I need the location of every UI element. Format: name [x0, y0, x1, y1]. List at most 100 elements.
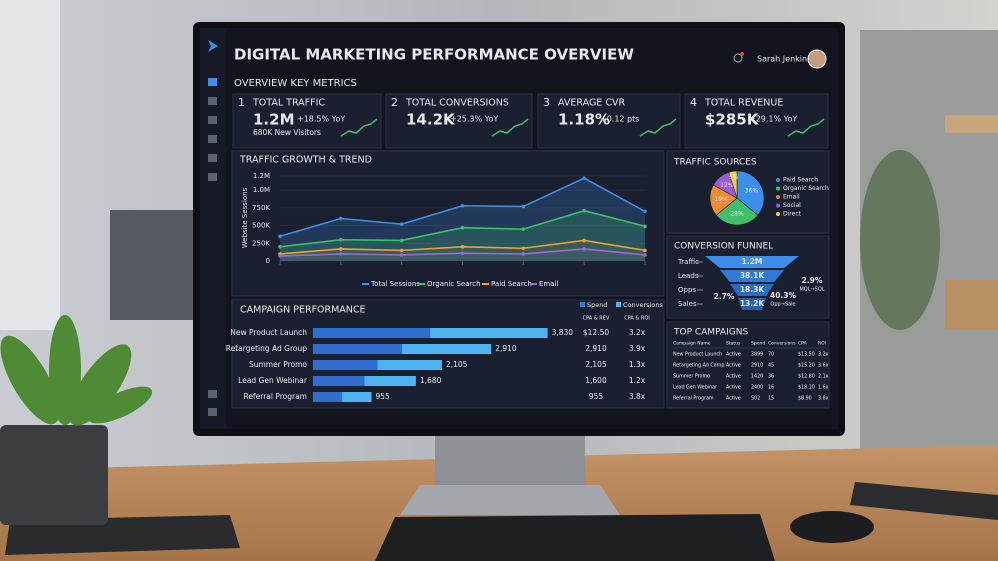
panel-title: TOP CAMPAIGNS	[673, 328, 748, 338]
point	[521, 204, 526, 209]
point	[643, 209, 647, 214]
funnel-rate: 2.7%	[714, 292, 735, 301]
funnel-label: Sales	[678, 300, 697, 308]
slice-label: 12%	[720, 182, 734, 189]
dashboard-title: DIGITAL MARKETING PERFORMANCE OVERVIEW	[234, 46, 634, 64]
nav-reports[interactable]	[208, 116, 217, 124]
nav-analytics[interactable]	[208, 97, 217, 105]
kpi-index: 1	[238, 96, 245, 109]
funnel-value: 13.2K	[740, 299, 766, 308]
kpi-label: TOTAL TRAFFIC	[252, 98, 325, 109]
pie-slice	[728, 170, 738, 199]
slice-label: 28%	[730, 211, 744, 218]
column-header: CPA & ROI	[624, 316, 650, 322]
y-tick-label: 1.2M	[253, 172, 270, 180]
table-cell: 502	[751, 396, 760, 402]
kpi-label: TOTAL REVENUE	[704, 98, 783, 109]
notebook	[850, 482, 998, 520]
y-tick-label: 500K	[252, 222, 270, 230]
funnel-stage	[705, 256, 799, 268]
plant-blur	[860, 150, 940, 330]
section-title: OVERVIEW KEY METRICS	[234, 78, 357, 89]
kpi-value: $285K	[705, 111, 760, 129]
table-header: Conversions	[768, 341, 796, 347]
funnel-rate-label: Opp→Sale	[770, 302, 795, 308]
nav-settings[interactable]	[208, 173, 217, 181]
point	[339, 216, 343, 221]
point	[278, 254, 282, 258]
keyboard	[375, 514, 775, 561]
table-cell: $13.50	[798, 352, 815, 358]
bar-label: 2,105	[446, 360, 468, 369]
legend-label: Conversions	[623, 301, 663, 309]
kpi-card	[684, 93, 829, 149]
nav-help[interactable]	[208, 390, 217, 398]
point	[521, 246, 526, 251]
funnel-rate-label: MQL→SQL	[799, 287, 824, 293]
point	[399, 238, 404, 243]
nav-campaigns[interactable]	[208, 135, 217, 143]
bar-label: 1,680	[420, 376, 442, 385]
nav-logout[interactable]	[208, 408, 217, 416]
kpi-index: 3	[543, 96, 550, 109]
legend-swatch	[776, 186, 780, 191]
legend-swatch	[776, 203, 780, 208]
legend-swatch	[580, 302, 585, 307]
table-cell: Referral Program	[673, 396, 714, 402]
table-cell: $15.20	[798, 363, 815, 369]
table-cell: 3.2x	[818, 352, 829, 358]
point	[399, 222, 404, 226]
funnel-label: Leads	[678, 272, 699, 280]
monitor-stand	[435, 430, 585, 485]
sidebar	[200, 28, 226, 429]
notifications[interactable]	[733, 53, 743, 63]
roi: 3.2x	[629, 328, 646, 337]
bar-segment	[313, 376, 365, 386]
table-cell: Active	[726, 374, 741, 380]
point	[339, 252, 343, 256]
bar-segment	[313, 392, 343, 402]
sparkline	[787, 118, 825, 137]
table-cell: Active	[726, 363, 741, 369]
table-cell: Active	[726, 385, 741, 391]
roi: 3.8x	[629, 392, 646, 401]
bar-segment	[313, 360, 378, 370]
bar-segment	[313, 328, 431, 338]
bar-segment	[313, 344, 403, 354]
shelf-board	[945, 115, 998, 133]
user-name[interactable]: Sarah Jenkins	[757, 55, 811, 64]
point	[278, 245, 282, 249]
point	[582, 176, 586, 180]
pie-slice	[736, 170, 765, 216]
table-cell: New Product Launch	[673, 352, 722, 358]
point	[460, 251, 465, 256]
table-cell: 3.8x	[818, 396, 829, 402]
logo[interactable]	[208, 40, 218, 52]
y-tick-label: 750K	[252, 204, 270, 212]
y-axis-label: Website Sessions	[241, 187, 249, 248]
nav-home[interactable]	[208, 78, 217, 86]
table-header: Spend	[751, 341, 765, 347]
bar-label: 2,910	[495, 344, 517, 353]
funnel-rate: 40.3%	[770, 291, 797, 300]
nav-mail[interactable]	[208, 154, 217, 162]
legend-swatch	[776, 178, 780, 182]
table-cell: $8.90	[798, 396, 812, 402]
background-monitor	[110, 210, 200, 320]
kpi-card	[232, 93, 382, 149]
kpi-card	[385, 93, 533, 149]
table-header: Campaign Name	[673, 341, 711, 347]
table-cell: 3899	[751, 352, 763, 358]
point	[460, 203, 465, 208]
cpa: 2,105	[585, 360, 607, 369]
table-cell: 15	[768, 396, 774, 402]
legend-label: Total Sessions	[370, 280, 420, 288]
kpi-change: +18.5% YoY	[297, 115, 345, 124]
avatar[interactable]	[807, 49, 827, 69]
table-cell: $12.80	[798, 374, 815, 380]
kpi-value: 1.18%	[558, 111, 610, 129]
legend-swatch	[776, 212, 780, 216]
funnel-value: 1.2M	[742, 257, 763, 266]
funnel-rate: 2.9%	[802, 276, 823, 285]
kpi-value: 14.2K	[406, 111, 456, 129]
